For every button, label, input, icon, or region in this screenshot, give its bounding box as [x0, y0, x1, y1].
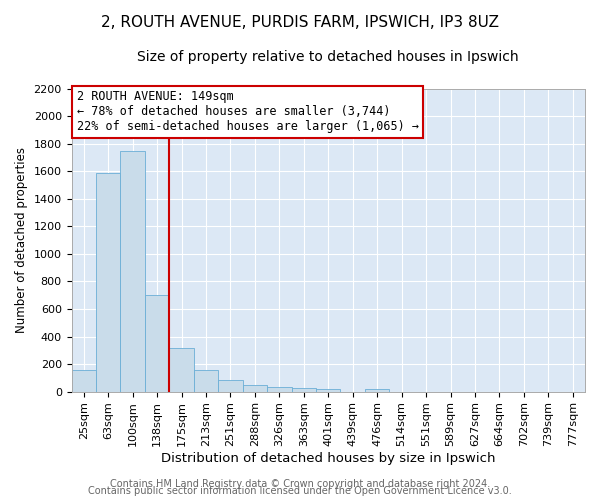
Bar: [218, 380, 242, 392]
Bar: [71, 370, 96, 392]
Text: 2, ROUTH AVENUE, PURDIS FARM, IPSWICH, IP3 8UZ: 2, ROUTH AVENUE, PURDIS FARM, IPSWICH, I…: [101, 15, 499, 30]
Bar: [194, 370, 218, 392]
Bar: [121, 150, 145, 392]
Title: Size of property relative to detached houses in Ipswich: Size of property relative to detached ho…: [137, 50, 519, 64]
Text: Contains HM Land Registry data © Crown copyright and database right 2024.: Contains HM Land Registry data © Crown c…: [110, 479, 490, 489]
Bar: [267, 388, 292, 392]
Bar: [96, 172, 121, 392]
Bar: [169, 348, 194, 392]
Y-axis label: Number of detached properties: Number of detached properties: [15, 147, 28, 333]
Bar: [242, 384, 267, 392]
Bar: [316, 389, 340, 392]
Text: Contains public sector information licensed under the Open Government Licence v3: Contains public sector information licen…: [88, 486, 512, 496]
Text: 2 ROUTH AVENUE: 149sqm
← 78% of detached houses are smaller (3,744)
22% of semi-: 2 ROUTH AVENUE: 149sqm ← 78% of detached…: [77, 90, 419, 134]
Bar: [292, 388, 316, 392]
X-axis label: Distribution of detached houses by size in Ipswich: Distribution of detached houses by size …: [161, 452, 496, 465]
Bar: [145, 295, 169, 392]
Bar: [365, 389, 389, 392]
